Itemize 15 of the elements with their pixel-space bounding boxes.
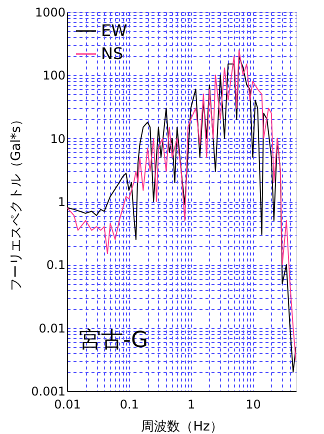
- y-tick-label: 0.001: [31, 384, 66, 398]
- y-axis-title: フーリエスペクトル（Gal*s）: [9, 113, 24, 291]
- legend-label: NS: [101, 44, 124, 63]
- y-tick-label: 1: [58, 195, 66, 209]
- x-tick-label: 0.1: [120, 398, 139, 412]
- y-tick-label: 10: [50, 132, 66, 146]
- x-tick-label: 10: [246, 398, 261, 412]
- x-axis-title: 周波数（Hz）: [141, 420, 223, 434]
- y-tick-label: 0.01: [38, 321, 66, 336]
- y-tick-label: 100: [42, 68, 66, 83]
- y-tick-label: 1000: [34, 6, 66, 20]
- legend-label: EW: [101, 21, 128, 40]
- y-tick-label: 0.1: [46, 258, 66, 272]
- annotation: 宮古-G: [79, 328, 148, 353]
- x-tick-label: 1: [188, 398, 196, 412]
